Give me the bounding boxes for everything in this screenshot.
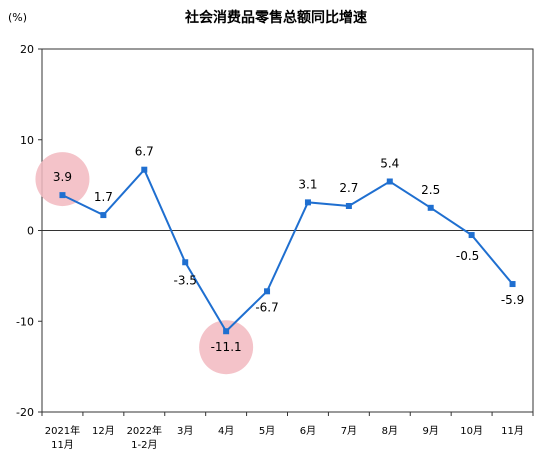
data-label: -6.7 — [255, 300, 278, 314]
x-tick-label: 12月 — [92, 425, 115, 437]
chart-title: 社会消费品零售总额同比增速 — [184, 9, 367, 26]
x-tick-label: 2021年 11月 — [45, 424, 80, 451]
x-tick-label: 7月 — [341, 425, 357, 437]
data-label: 2.5 — [421, 183, 440, 197]
y-tick-label: 10 — [20, 134, 34, 147]
y-tick-label: -10 — [16, 315, 34, 328]
x-tick-label: 9月 — [423, 425, 439, 437]
x-tick-label: 5月 — [259, 425, 275, 437]
y-tick-label: 0 — [27, 225, 34, 238]
data-label: 5.4 — [380, 156, 399, 170]
data-point — [223, 328, 230, 335]
data-point — [141, 166, 148, 173]
y-tick-label: -20 — [16, 406, 34, 419]
y-tick-label: 20 — [20, 43, 34, 56]
data-point — [345, 202, 352, 209]
data-label: 1.7 — [94, 190, 113, 204]
data-point — [182, 259, 189, 266]
data-point — [509, 281, 516, 288]
data-point — [427, 204, 434, 211]
data-label: -5.9 — [501, 293, 524, 307]
data-point — [304, 199, 311, 206]
data-label: -3.5 — [173, 273, 196, 287]
x-tick-label: 6月 — [300, 425, 316, 437]
highlight-circle — [35, 152, 90, 207]
data-label: -11.1 — [211, 340, 242, 354]
data-labels: 3.9 1.7 6.7 -3.5 -11.1 -6.7 3.1 2.7 5.4 2.5 -0.5 -5… — [53, 145, 524, 355]
data-label: -0.5 — [456, 249, 479, 263]
x-tick-label: 8月 — [382, 425, 398, 437]
x-tick-label: 11月 — [501, 425, 524, 437]
x-tick-label: 2022年 1-2月 — [127, 424, 162, 451]
data-label: 6.7 — [135, 145, 154, 159]
data-point — [59, 192, 66, 199]
x-tick-label: 3月 — [177, 425, 193, 437]
data-label: 3.1 — [298, 177, 317, 191]
data-point — [100, 212, 107, 219]
data-label: 2.7 — [339, 181, 358, 195]
x-tick-label: 10月 — [460, 425, 483, 437]
data-point — [264, 288, 271, 295]
series-line — [62, 167, 514, 333]
x-tick-label: 4月 — [218, 425, 234, 437]
axes: 20 10 0 -10 -20 2021年 11月 12月 2022年 1-2月 3月 4月 5月 6月 7… — [16, 43, 534, 451]
highlight-circle — [199, 320, 254, 375]
y-unit-label: (%) — [8, 11, 27, 24]
highlights — [35, 152, 254, 375]
data-point — [468, 232, 475, 239]
series — [59, 166, 516, 335]
data-label: 3.9 — [53, 170, 72, 184]
data-point — [386, 178, 393, 185]
